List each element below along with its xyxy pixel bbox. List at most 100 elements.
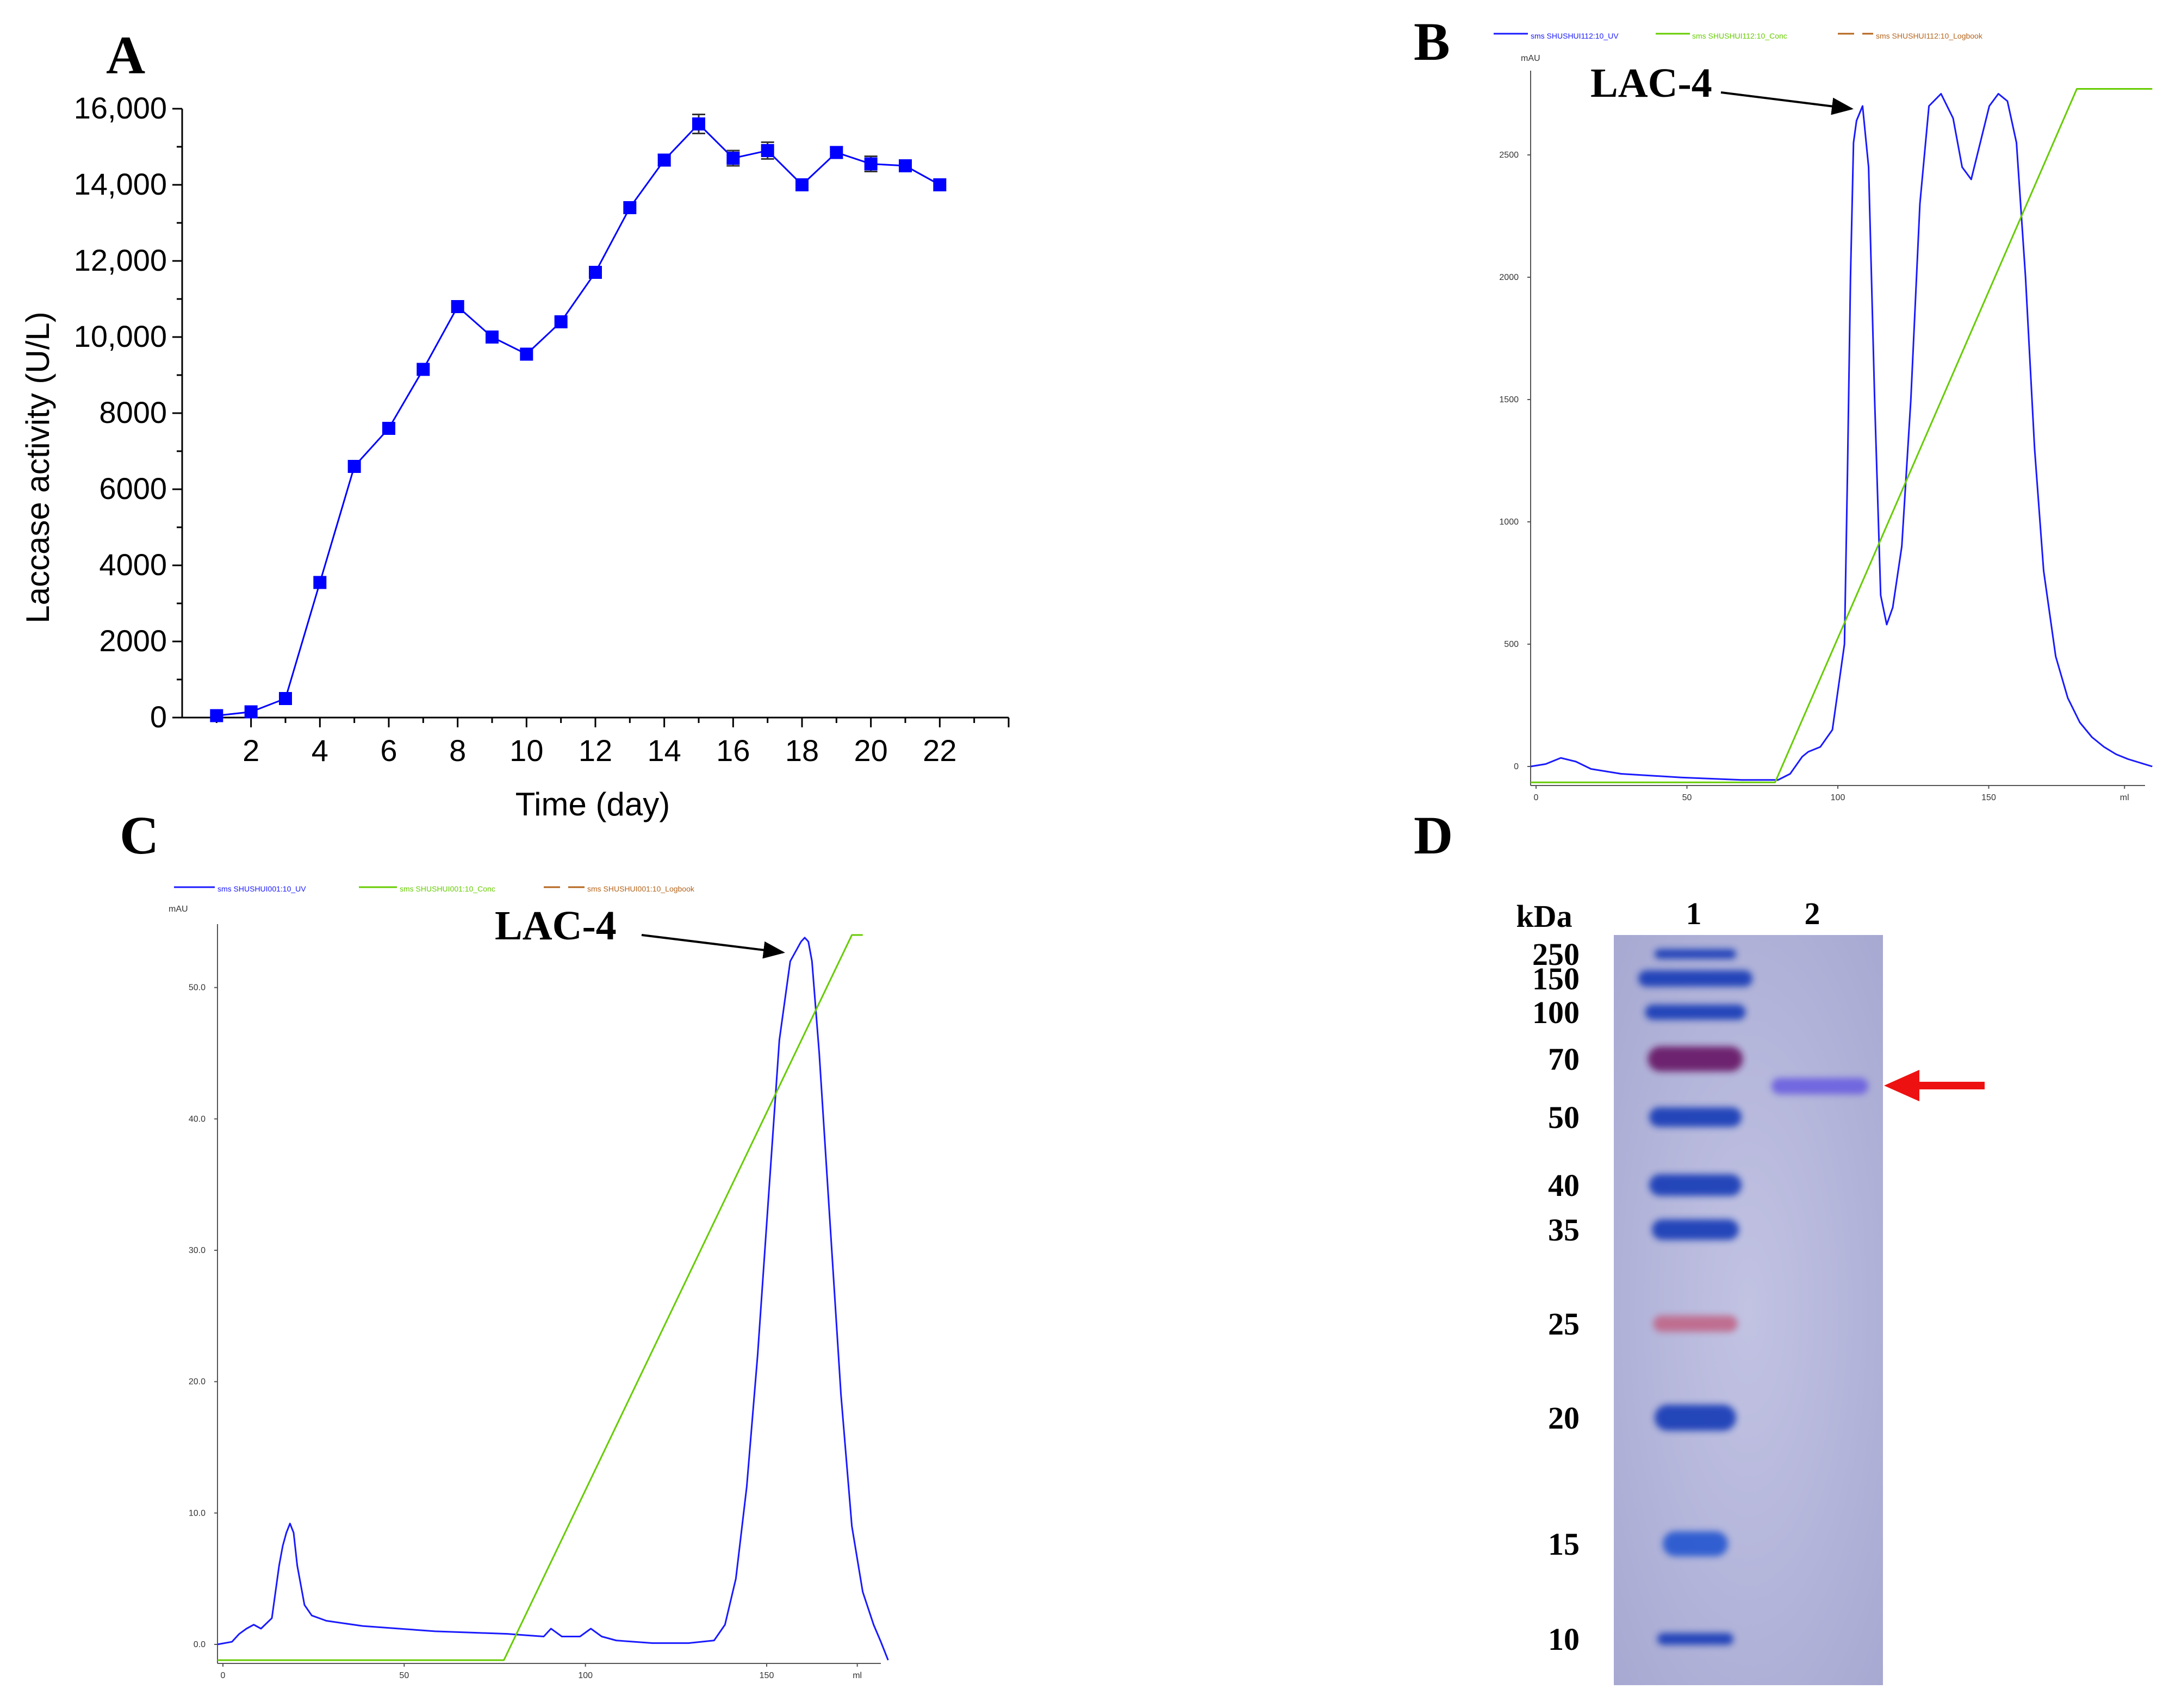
a-x-tick-label: 8 — [449, 733, 466, 768]
marker-band-70 — [1648, 1046, 1743, 1071]
gel-lane-2-label: 2 — [1805, 896, 1820, 931]
panel-d-letter: D — [1414, 805, 1453, 865]
panel-a-axes: 0 2000 4000 6000 8000 10,000 12,000 14,000 16,00… — [74, 91, 1010, 768]
c-y-tick-label: 20.0 — [189, 1377, 206, 1387]
a-x-tick-label: 16 — [716, 733, 750, 768]
c-y-tick-label: 50.0 — [189, 983, 206, 993]
panel-a-xlabel: Time (day) — [515, 786, 670, 822]
panel-c: C sms SHUSHUI001:10_UV sms SHUSHUI001:10… — [120, 805, 889, 1680]
a-data-point — [726, 152, 740, 165]
c-y-tick-label: 10.0 — [189, 1508, 206, 1518]
legend-logbook-label: sms SHUSHUI112:10_Logbook — [1876, 32, 1983, 40]
b-y-tick-label: 2500 — [1499, 151, 1519, 160]
a-y-tick-label: 10,000 — [74, 319, 167, 353]
marker-band-150 — [1638, 970, 1752, 987]
a-data-point — [623, 201, 637, 214]
gel-image — [1614, 935, 1883, 1685]
panel-b-plot — [1530, 88, 2153, 783]
panel-a-plot — [210, 114, 947, 722]
marker-label-40: 40 — [1548, 1168, 1580, 1203]
red-arrow-head — [1884, 1070, 1919, 1101]
legend-uv-label: sms SHUSHUI112:10_UV — [1531, 32, 1619, 40]
a-y-tick-label: 0 — [150, 700, 167, 734]
b-x-tick-label: 0 — [1534, 793, 1539, 802]
a-data-point — [864, 157, 878, 171]
marker-band-35 — [1652, 1219, 1739, 1240]
marker-label-250: 250 — [1532, 937, 1580, 972]
a-data-point — [382, 422, 395, 435]
b-y-tick-label: 0 — [1514, 762, 1519, 771]
c-x-tick-label: 0 — [221, 1671, 226, 1680]
marker-label-150: 150 — [1532, 961, 1580, 996]
gel-kda-label: kDa — [1516, 899, 1572, 934]
panel-b-axes: 0 500 1000 1500 2000 2500 0 50 100 150 ml — [1499, 71, 2145, 802]
a-data-point — [554, 315, 568, 328]
b-y-tick-label: 1500 — [1499, 395, 1519, 404]
a-data-point — [279, 692, 292, 705]
panel-c-axes: 0.0 10.0 20.0 30.0 40.0 50.0 0 50 100 150 ml — [189, 924, 881, 1680]
a-data-point — [210, 709, 223, 722]
a-x-tick-label: 2 — [243, 733, 259, 768]
gel-red-arrow — [1884, 1070, 1985, 1101]
c-x-tick-label: ml — [853, 1671, 862, 1680]
b-x-tick-label: 150 — [1981, 793, 1996, 802]
a-data-point — [899, 159, 912, 172]
panel-a-ylabel: Laccase activity (U/L) — [20, 311, 56, 624]
b-y-tick-label: 500 — [1504, 640, 1519, 649]
marker-band-100 — [1645, 1005, 1746, 1020]
marker-label-70: 70 — [1548, 1042, 1580, 1077]
panel-c-plot — [217, 934, 889, 1661]
marker-label-10: 10 — [1548, 1622, 1580, 1657]
panel-b-legend: sms SHUSHUI112:10_UV sms SHUSHUI112:10_C… — [1494, 32, 1983, 40]
marker-band-250 — [1655, 949, 1736, 959]
panel-b-letter: B — [1414, 11, 1450, 72]
b-y-tick-label: 2000 — [1499, 273, 1519, 282]
c-y-tick-label: 0.0 — [194, 1640, 206, 1649]
panel-c-mau: mAU — [169, 905, 188, 914]
marker-label-50: 50 — [1548, 1100, 1580, 1135]
a-y-tick-label: 6000 — [99, 471, 167, 506]
panel-b-peak-arrow — [1720, 91, 1854, 115]
a-data-point — [761, 144, 774, 157]
b-x-tick-label: ml — [2120, 793, 2129, 802]
c-x-tick-label: 100 — [578, 1671, 593, 1680]
a-data-point — [589, 266, 602, 279]
b-x-tick-label: 100 — [1831, 793, 1845, 802]
c-series-conc — [217, 934, 863, 1661]
panel-c-peak-arrow — [641, 934, 785, 959]
a-data-point — [347, 460, 361, 473]
a-x-tick-label: 18 — [785, 733, 819, 768]
a-x-tick-label: 12 — [579, 733, 612, 768]
marker-band-20 — [1655, 1405, 1736, 1431]
panel-a-letter: A — [106, 25, 145, 85]
marker-label-100: 100 — [1532, 995, 1580, 1030]
panel-c-peak-label: LAC-4 — [495, 903, 617, 949]
a-x-tick-label: 6 — [380, 733, 397, 768]
a-x-tick-label: 4 — [312, 733, 328, 768]
marker-band-50 — [1649, 1107, 1742, 1127]
legend-c-logbook-label: sms SHUSHUI001:10_Logbook — [587, 884, 695, 893]
marker-label-20: 20 — [1548, 1400, 1580, 1436]
panel-a: A 0 2000 4000 6000 8000 10,000 12,000 14,000 16,… — [20, 25, 1010, 822]
a-data-point — [486, 331, 499, 344]
legend-conc-label: sms SHUSHUI112:10_Conc — [1692, 32, 1787, 40]
panel-b-peak-label: LAC-4 — [1590, 60, 1712, 106]
panel-c-legend: sms SHUSHUI001:10_UV sms SHUSHUI001:10_C… — [174, 884, 695, 893]
a-x-tick-label: 14 — [648, 733, 681, 768]
a-data-point — [933, 178, 947, 191]
a-data-point — [520, 347, 533, 361]
a-data-point — [692, 117, 705, 130]
b-y-tick-label: 1000 — [1499, 518, 1519, 527]
c-x-tick-label: 150 — [760, 1671, 774, 1680]
a-y-tick-label: 12,000 — [74, 243, 167, 277]
a-data-point — [313, 576, 327, 589]
legend-c-uv-label: sms SHUSHUI001:10_UV — [217, 884, 306, 893]
sample-band-lane-2 — [1771, 1078, 1868, 1094]
marker-band-10 — [1657, 1633, 1733, 1645]
a-y-tick-label: 8000 — [99, 395, 167, 429]
c-y-tick-label: 30.0 — [189, 1246, 206, 1255]
a-data-point — [417, 363, 430, 376]
a-data-point — [451, 300, 464, 313]
